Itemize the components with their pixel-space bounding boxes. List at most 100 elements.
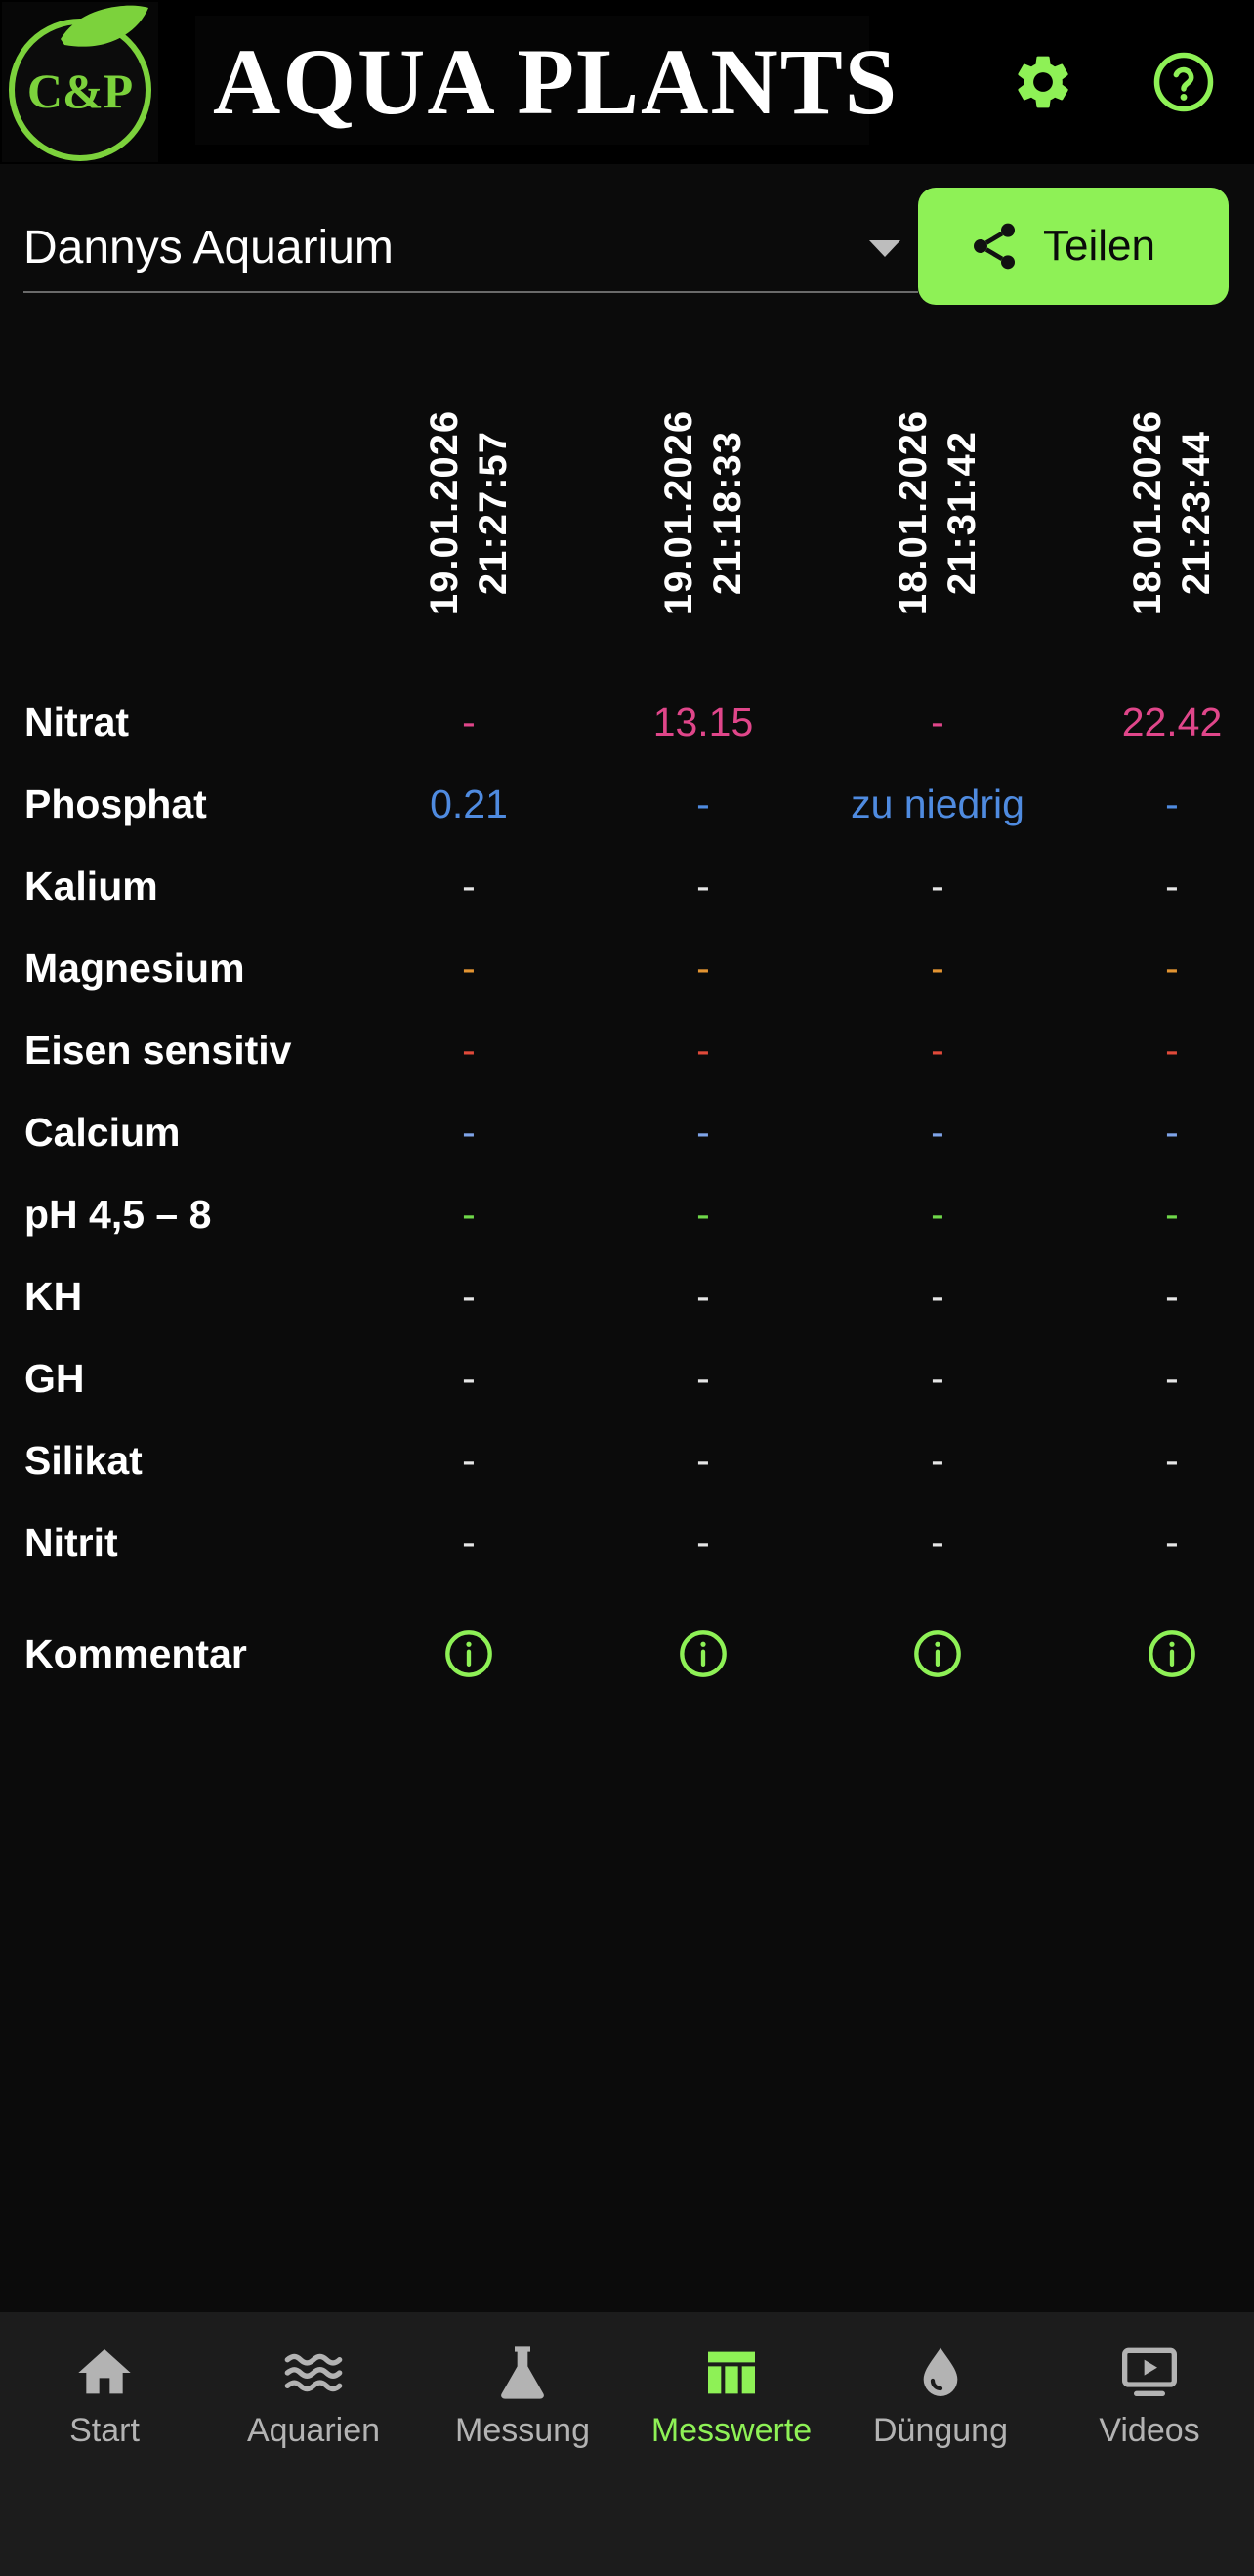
row-label-gh: GH: [24, 1356, 85, 1401]
row-label-eisen-sensitiv: Eisen sensitiv: [24, 1028, 292, 1073]
table-cell: -: [1165, 1520, 1179, 1565]
column-header: 19.01.2026 21:18:33: [606, 381, 801, 645]
nav-label: Messwerte: [650, 2412, 813, 2449]
column-header: 18.01.2026 21:31:42: [840, 381, 1035, 645]
table-cell: -: [462, 1028, 476, 1073]
table-cell: -: [1165, 1356, 1179, 1401]
info-circle-icon[interactable]: [443, 1628, 494, 1679]
column-time: 21:31:42: [940, 430, 983, 596]
column-date: 18.01.2026: [1126, 409, 1169, 616]
info-circle-icon[interactable]: [678, 1628, 729, 1679]
column-header: 18.01.2026 21:23:44: [1074, 381, 1254, 645]
info-circle-icon[interactable]: [1147, 1628, 1197, 1679]
table-cell: -: [696, 1274, 710, 1319]
nav-item-duengung[interactable]: Düngung: [836, 2312, 1045, 2469]
table-icon: [700, 2342, 763, 2404]
flask-icon: [491, 2342, 554, 2404]
bottom-navigation: Start Aquarien Messung: [0, 2312, 1254, 2576]
table-cell: -: [931, 1274, 944, 1319]
table-cell: -: [931, 1192, 944, 1237]
row-label-nitrit: Nitrit: [24, 1520, 118, 1565]
help-circle-icon: [1153, 52, 1214, 112]
dropdown-arrow-icon: [869, 240, 900, 257]
row-label-phosphat: Phosphat: [24, 781, 207, 826]
table-cell: zu niedrig: [851, 781, 1024, 826]
table-cell: -: [1165, 1110, 1179, 1155]
table-cell: -: [696, 1028, 710, 1073]
row-label-kh: KH: [24, 1274, 83, 1319]
table-cell: -: [462, 864, 476, 908]
gear-icon: [1018, 56, 1068, 108]
table-cell: 0.21: [430, 781, 508, 826]
nav-item-messwerte[interactable]: Messwerte: [627, 2312, 836, 2469]
column-time: 21:27:57: [472, 430, 515, 596]
column-time: 21:18:33: [706, 430, 749, 596]
table-cell: -: [462, 1520, 476, 1565]
nav-item-videos[interactable]: Videos: [1045, 2312, 1254, 2469]
share-icon: [967, 219, 1022, 274]
info-circle-icon[interactable]: [912, 1628, 963, 1679]
table-cell: -: [696, 1438, 710, 1483]
app-header: C&P AQUA PLANTS: [0, 0, 1254, 164]
table-cell: -: [696, 1192, 710, 1237]
nav-item-messung[interactable]: Messung: [418, 2312, 627, 2469]
video-play-icon: [1118, 2342, 1181, 2404]
table-cell: -: [1165, 1274, 1179, 1319]
table-cell: -: [462, 699, 476, 744]
home-icon: [73, 2342, 136, 2404]
table-cell: -: [462, 1356, 476, 1401]
table-cell: -: [462, 1110, 476, 1155]
table-cell: -: [1165, 1028, 1179, 1073]
table-cell: -: [696, 1520, 710, 1565]
logo-image: C&P: [9, 5, 151, 161]
brand-title: AQUA PLANTS: [213, 29, 899, 134]
row-label-ph: pH 4,5 – 8: [24, 1192, 212, 1237]
aquarium-select-value: Dannys Aquarium: [23, 222, 394, 274]
nav-label: Aquarien: [246, 2412, 381, 2449]
table-cell: -: [696, 864, 710, 908]
row-label-magnesium: Magnesium: [24, 946, 245, 991]
settings-button[interactable]: [1002, 41, 1084, 123]
brand-banner: [195, 16, 869, 145]
column-date: 19.01.2026: [423, 409, 466, 616]
table-cell: -: [696, 946, 710, 991]
row-label-silikat: Silikat: [24, 1438, 143, 1483]
nav-item-start[interactable]: Start: [0, 2312, 209, 2469]
brand-logo: C&P: [2, 2, 158, 162]
help-button[interactable]: [1143, 41, 1225, 123]
nav-item-aquarien[interactable]: Aquarien: [209, 2312, 418, 2469]
row-label-nitrat: Nitrat: [24, 699, 130, 744]
table-cell: -: [931, 1356, 944, 1401]
table-cell: -: [931, 1520, 944, 1565]
table-cell: -: [1165, 946, 1179, 991]
table-cell: -: [462, 1274, 476, 1319]
drop-icon: [909, 2342, 972, 2404]
nav-label: Düngung: [872, 2412, 1008, 2449]
logo-text: C&P: [27, 63, 133, 118]
share-button-label: Teilen: [1043, 222, 1155, 270]
row-label-kommentar: Kommentar: [24, 1631, 247, 1676]
table-cell: -: [462, 946, 476, 991]
table-cell: -: [931, 1438, 944, 1483]
share-button[interactable]: Teilen: [918, 188, 1229, 305]
waves-icon: [282, 2342, 345, 2404]
table-cell: -: [931, 864, 944, 908]
table-cell: -: [931, 1028, 944, 1073]
table-cell: -: [1165, 864, 1179, 908]
nav-label: Videos: [1099, 2412, 1200, 2449]
column-header: 19.01.2026 21:27:57: [371, 381, 566, 645]
row-label-calcium: Calcium: [24, 1110, 181, 1155]
table-cell: -: [462, 1438, 476, 1483]
table-cell: -: [931, 699, 944, 744]
table-cell: -: [696, 1356, 710, 1401]
table-cell: -: [696, 781, 710, 826]
row-label-kalium: Kalium: [24, 864, 158, 908]
table-cell: -: [1165, 1438, 1179, 1483]
table-cell: -: [931, 1110, 944, 1155]
column-time: 21:23:44: [1175, 430, 1218, 596]
table-cell: -: [931, 946, 944, 991]
nav-label: Messung: [455, 2412, 590, 2449]
column-date: 18.01.2026: [892, 409, 935, 616]
aquarium-select[interactable]: Dannys Aquarium: [23, 201, 918, 293]
